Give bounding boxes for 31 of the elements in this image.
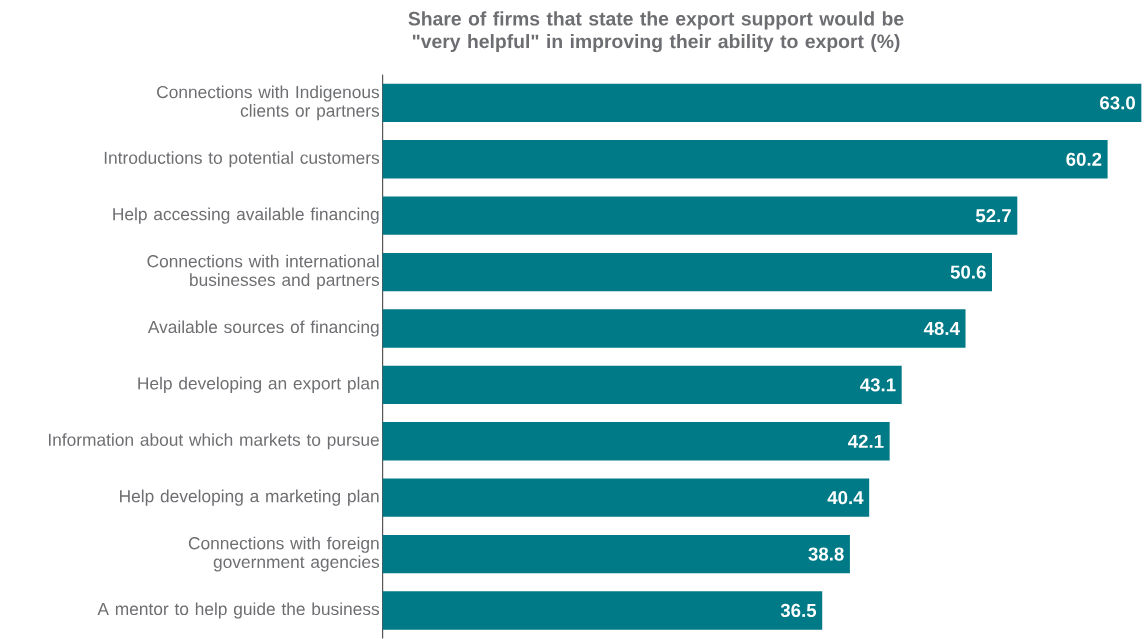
y-tick-label: Help developing a marketing plan xyxy=(120,489,379,506)
y-tick-label: Connections with international businesses and partners xyxy=(147,254,380,290)
data-label: 50.6 xyxy=(950,265,986,279)
data-label: 60.2 xyxy=(1066,152,1102,167)
data-label: 63.0 xyxy=(1100,96,1135,110)
y-tick-label: A mentor to help guide the business xyxy=(97,602,380,619)
data-label: 40.4 xyxy=(827,491,864,505)
chart-title: Share of firms that state the export support would be "very helpful" in improving their ability to export (%) xyxy=(408,11,904,53)
data-label: 52.7 xyxy=(975,209,1011,223)
data-label: 48.4 xyxy=(923,322,960,336)
y-tick-label: Connections with Indigenous clients or partners xyxy=(157,85,380,121)
bar xyxy=(382,83,1142,123)
data-label: 43.1 xyxy=(860,378,896,392)
y-tick-label: Information about which markets to pursue xyxy=(48,433,379,450)
bar xyxy=(382,478,870,518)
data-label: 38.8 xyxy=(808,547,844,561)
bar xyxy=(382,535,850,574)
data-label: 42.1 xyxy=(848,434,884,448)
y-tick-label: Introductions to potential customers xyxy=(104,151,380,168)
bar xyxy=(382,253,993,292)
bar xyxy=(382,422,890,461)
y-tick-label: Help developing an export plan xyxy=(138,376,379,394)
y-tick-label: Available sources of financing xyxy=(147,320,379,337)
bar xyxy=(382,196,1018,236)
bar xyxy=(382,365,902,405)
y-tick-label: Help accessing available financing xyxy=(113,207,379,224)
bar xyxy=(382,140,1108,179)
y-tick-label: Connections with foreign government agencies xyxy=(188,536,380,572)
bar xyxy=(382,309,966,348)
data-label: 36.5 xyxy=(780,604,817,618)
bar xyxy=(382,591,823,630)
